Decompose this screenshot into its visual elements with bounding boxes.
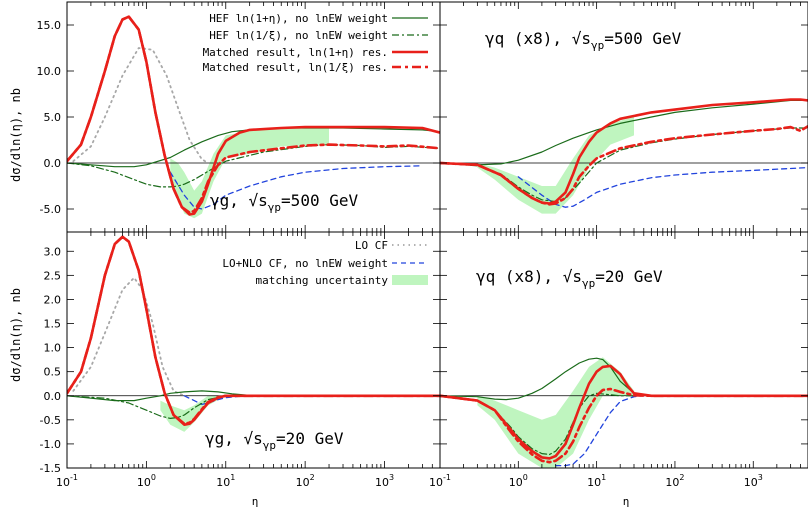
legend-item-matched_ln1xi: Matched result, ln(1/ξ) res.	[203, 61, 428, 74]
y-tick-label: 0.5	[44, 366, 62, 379]
panel-label-tr: γq (x8), √sγp=500 GeV	[485, 29, 682, 52]
panel-tl	[66, 1, 441, 233]
series-lo_cf-bl	[72, 276, 186, 397]
x-tick-label: 10-1	[56, 473, 78, 489]
plot-area-br	[440, 357, 808, 468]
plot-area-bl	[67, 235, 440, 432]
y-tick-label: 2.0	[44, 293, 62, 306]
series-hef_ln1xi-br	[440, 392, 635, 456]
legend-label: LO CF	[355, 239, 388, 252]
series-hef_ln1eta-bl	[67, 390, 282, 402]
y-tick-label: 3.0	[44, 245, 62, 258]
y-tick-label: 1.5	[44, 318, 62, 331]
legend-label: LO+NLO CF, no lnEW weight	[222, 257, 388, 270]
series-matched_ln1xi-br	[440, 387, 808, 464]
series-hef_ln1eta-tr	[440, 99, 808, 166]
uncertainty-band-bl	[160, 395, 226, 432]
panel-label-br: γq (x8), √sγp=20 GeV	[476, 267, 663, 290]
y-tick-label: 0.0	[44, 390, 62, 403]
series-matched_ln1eta-br	[440, 364, 808, 460]
uncertainty-band-tr	[477, 117, 634, 214]
y-axis-label-top: dσ/dln(η), nb	[9, 88, 23, 182]
series-lonlo_cf-tl	[169, 165, 424, 210]
y-tick-label: -1.5	[40, 462, 61, 475]
legend-item-lonlo_cf: LO+NLO CF, no lnEW weight	[222, 257, 428, 270]
x-axis-label-right: η	[623, 495, 630, 508]
legend-swatch	[392, 275, 428, 285]
panel-br	[439, 231, 808, 469]
series-hef_ln1eta-br	[440, 357, 653, 401]
legend-item-uncertainty: matching uncertainty	[256, 274, 428, 287]
panel-label-bl: γg, √sγp=20 GeV	[205, 429, 344, 452]
y-tick-label: 15.0	[37, 19, 62, 32]
series-matched_ln1eta-tl	[67, 15, 440, 216]
x-tick-label: 102	[665, 473, 684, 489]
legend-item-matched_ln1eta: Matched result, ln(1+η) res.	[203, 46, 428, 59]
y-tick-label: -1.0	[40, 438, 61, 451]
x-tick-label: 10-1	[429, 473, 451, 489]
y-axis-label-bottom: dσ/dln(η), nb	[9, 288, 23, 382]
legend-label: HEF ln(1/ξ), no lnEW weight	[209, 29, 388, 42]
x-tick-label: 103	[375, 473, 394, 489]
x-tick-label: 100	[137, 473, 156, 489]
legend-label: Matched result, ln(1/ξ) res.	[203, 61, 388, 74]
x-tick-label: 102	[296, 473, 315, 489]
x-tick-label: 100	[509, 473, 528, 489]
legend-label: Matched result, ln(1+η) res.	[203, 46, 388, 59]
x-tick-label: 103	[744, 473, 763, 489]
legend-label: matching uncertainty	[256, 274, 389, 287]
y-tick-label: -5.0	[40, 203, 61, 216]
series-lonlo_cf-tr	[517, 166, 808, 208]
plot-area-tr	[440, 98, 808, 214]
y-tick-label: -0.5	[40, 414, 61, 427]
legend-item-hef_ln1eta: HEF ln(1+η), no lnEW weight	[209, 12, 428, 25]
x-axis-label-left: η	[252, 495, 259, 508]
y-tick-label: 0.0	[44, 157, 62, 170]
panel-tr	[439, 1, 808, 233]
series-matched_ln1eta-bl	[67, 235, 440, 427]
plot-area-tl	[67, 15, 440, 219]
legend-label: HEF ln(1+η), no lnEW weight	[209, 12, 388, 25]
x-tick-label: 101	[587, 473, 606, 489]
y-tick-label: 10.0	[37, 65, 62, 78]
series-lo_cf-tl	[72, 47, 210, 164]
x-tick-label: 101	[216, 473, 235, 489]
y-tick-label: 1.0	[44, 342, 62, 355]
panel-label-tl: γg, √sγp=500 GeV	[210, 191, 358, 214]
y-tick-label: 5.0	[44, 111, 62, 124]
series-matched_ln1eta-tr	[440, 98, 808, 205]
frame-br	[439, 231, 808, 469]
y-tick-label: 2.5	[44, 269, 62, 282]
legend-item-hef_ln1xi: HEF ln(1/ξ), no lnEW weight	[209, 29, 428, 42]
legend-item-lo_cf: LO CF	[355, 239, 428, 252]
series-lonlo_cf-br	[555, 395, 645, 467]
